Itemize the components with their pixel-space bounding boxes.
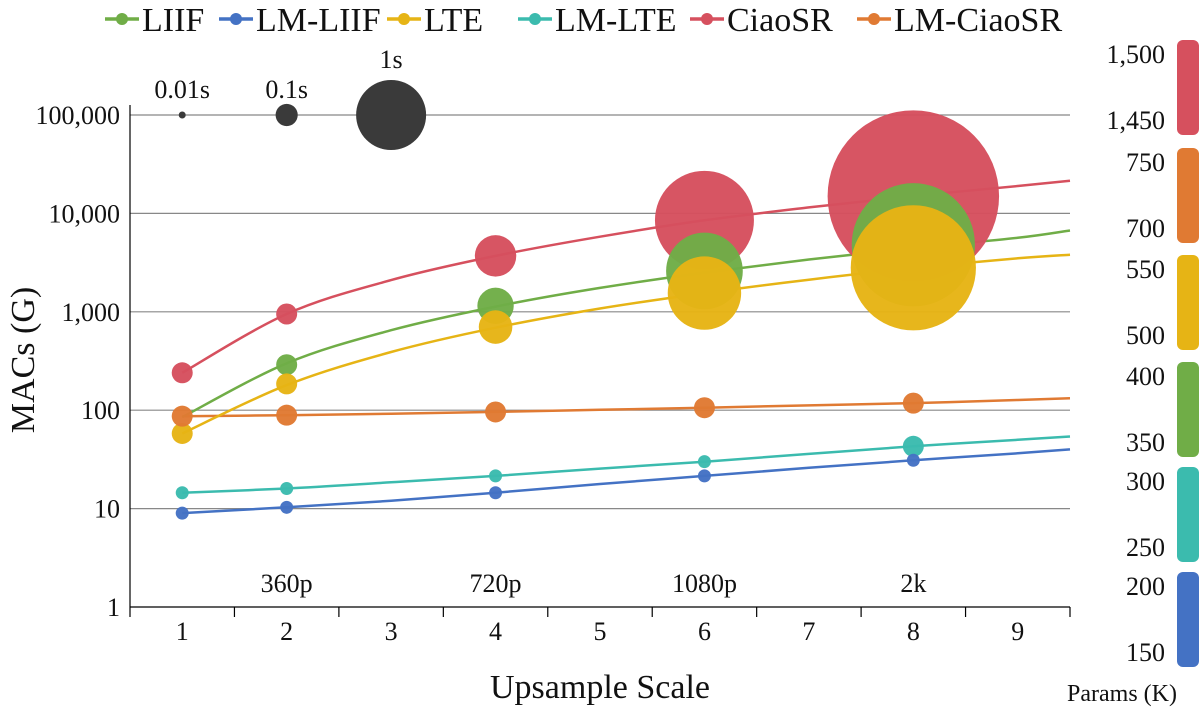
colorbar-tick-label: 350 [1126,428,1165,457]
data-point [697,469,711,483]
x-tick-label: 8 [907,617,920,646]
data-point [906,453,920,467]
y-tick-label: 100,000 [36,101,121,130]
data-point [171,405,193,427]
data-point [902,435,924,457]
legend-marker [701,13,713,25]
legend-marker [529,13,541,25]
series-line [182,448,1071,515]
time-reference-label: 0.1s [265,75,308,104]
resolution-label: 720p [470,569,522,598]
series-line [182,435,1071,494]
legend-marker [398,13,410,25]
legend-marker [868,13,880,25]
data-point [693,397,715,419]
legend-label: LM-LIIF [256,2,381,39]
x-tick-label: 2 [280,617,293,646]
data-point [276,404,298,426]
data-point [276,354,298,376]
x-tick-label: 4 [489,617,502,646]
legend-label: CiaoSR [727,2,833,39]
legend-label: LM-LTE [555,2,677,39]
colorbar-tick-label: 250 [1126,533,1165,562]
chart-labels: MACs (G) Upsample Scale Params (K) [5,287,1177,707]
data-point [489,469,503,483]
x-tick-label: 5 [594,617,607,646]
colorbar-tick-label: 500 [1126,321,1165,350]
time-reference-bubble [356,80,427,150]
colorbar-tick-label: 400 [1126,362,1165,391]
data-point [474,235,517,277]
time-reference-label: 0.01s [154,75,210,104]
y-tick-label: 100 [81,396,120,425]
time-reference-label: 1s [380,45,403,74]
colorbar-tick-label: 300 [1126,467,1165,496]
legend-label: LTE [424,2,483,39]
x-axis-label: Upsample Scale [490,669,710,706]
data-point [175,486,189,500]
y-tick-label: 1,000 [62,298,121,327]
time-reference-bubble [275,103,298,127]
data-point [489,486,503,500]
resolution-label: 360p [261,569,313,598]
series-bubbles [171,110,1000,520]
colorbar-segment [1177,148,1199,243]
legend-marker [230,13,242,25]
y-tick-label: 10 [94,495,120,524]
resolution-label: 2k [900,569,926,598]
y-tick-label: 1 [107,593,120,622]
data-point [485,401,507,423]
data-point [280,500,294,514]
resolution-label: 1080p [672,569,737,598]
data-point [902,392,924,414]
x-tick-label: 7 [802,617,815,646]
data-point [171,422,193,444]
legend-label: LM-CiaoSR [894,2,1062,39]
colorbar-tick-label: 1,450 [1107,106,1166,135]
colorbar-segment [1177,40,1199,135]
colorbar-tick-label: 150 [1126,638,1165,667]
x-tick-label: 3 [385,617,398,646]
data-point [276,373,298,395]
data-point [171,362,193,384]
colorbar-segment [1177,467,1199,562]
colorbar-tick-label: 200 [1126,572,1165,601]
time-legend: 0.01s 0.1s 1s [154,45,427,150]
data-point [697,455,711,469]
legend-label: LIIF [142,2,204,39]
colorbar-tick-label: 550 [1126,255,1165,284]
data-point [175,506,189,520]
data-point [280,482,294,496]
params-colorbar: 1,500 1,450 750 700 550 500 400 350 300 250 200 150 [1107,40,1199,667]
data-point [276,303,298,325]
x-tick-label: 9 [1011,617,1024,646]
legend: LIIF LM-LIIF LTE LM-LTE CiaoSR LM-CiaoSR [105,2,1062,39]
data-point [478,310,513,344]
colorbar-segment [1177,362,1199,457]
data-point [667,256,742,330]
x-tick-label: 6 [698,617,711,646]
series-line [182,397,1071,418]
colorbar-segment [1177,572,1199,667]
x-tick-label: 1 [176,617,189,646]
colorbar-tick-label: 1,500 [1107,40,1166,69]
colorbar-title: Params (K) [1067,681,1177,707]
y-tick-label: 10,000 [49,199,121,228]
colorbar-segment [1177,255,1199,350]
colorbar-tick-label: 700 [1126,214,1165,243]
data-point [850,205,976,331]
axes: 1 10 100 1,000 10,000 100,000 1 2 3 4 5 6 7 8 9 360p 720… [36,101,1071,646]
time-reference-bubble [178,111,186,119]
legend-marker [116,13,128,25]
y-axis-label: MACs (G) [5,287,42,433]
colorbar-tick-label: 750 [1126,148,1165,177]
